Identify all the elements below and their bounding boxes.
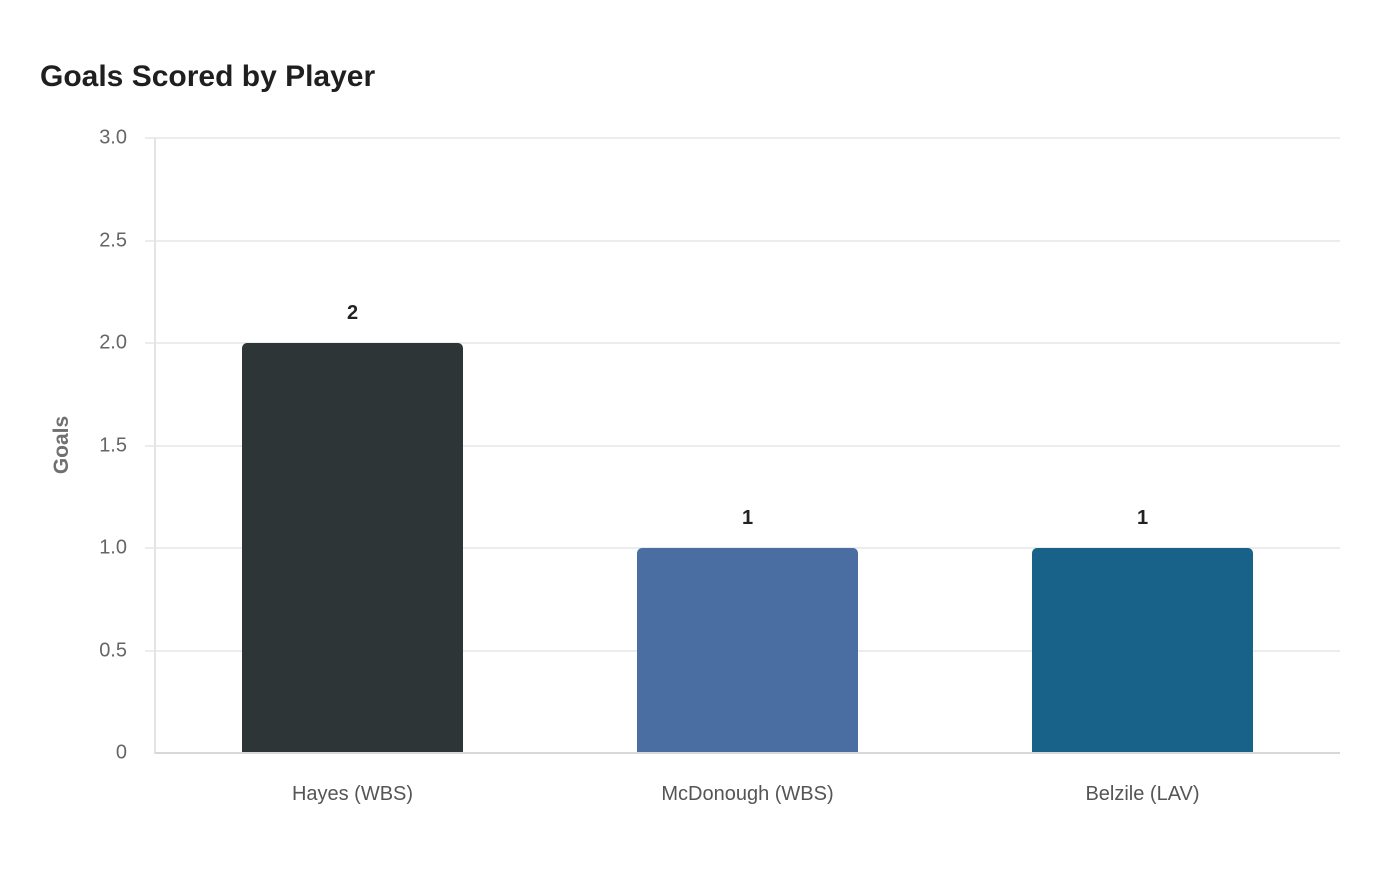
- plot-area: [145, 137, 1340, 753]
- y-axis-line: [154, 138, 156, 754]
- y-tick-label: 0.5: [99, 639, 127, 661]
- gridline: [145, 444, 1340, 447]
- y-tick-label: 1.5: [99, 434, 127, 456]
- x-axis-line: [155, 752, 1340, 754]
- x-tick-label: Hayes (WBS): [291, 783, 414, 805]
- x-tick-label: McDonough (WBS): [661, 783, 834, 805]
- bar[interactable]: [242, 343, 463, 753]
- bar[interactable]: [1032, 548, 1253, 753]
- x-tick-label: Belzile (LAV): [1085, 783, 1200, 805]
- bar-value-label: 1: [741, 507, 754, 529]
- y-tick-label: 0: [115, 741, 127, 764]
- y-tick-label: 1.0: [99, 536, 127, 559]
- y-tick-label: 3.0: [99, 126, 127, 149]
- bar-value-label: 2: [346, 302, 359, 324]
- gridline: [145, 342, 1340, 344]
- bar-value-label: 1: [1136, 507, 1149, 529]
- y-tick-label: 2.5: [99, 229, 127, 251]
- bar[interactable]: [637, 548, 858, 753]
- gridline: [145, 137, 1340, 139]
- chart-title: Goals Scored by Player: [40, 60, 376, 93]
- gridline: [145, 239, 1340, 242]
- y-tick-label: 2.0: [99, 331, 127, 354]
